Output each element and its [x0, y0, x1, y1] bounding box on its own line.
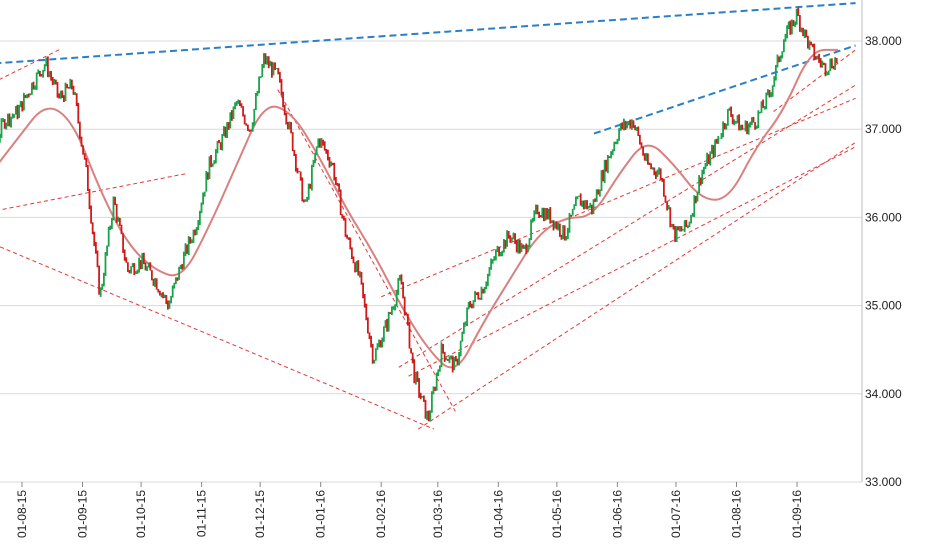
- x-tick-label: 01-03-16: [431, 490, 445, 538]
- trendline-red: [381, 97, 856, 298]
- x-tick-label: 01-01-16: [314, 490, 328, 538]
- trendline-red: [398, 84, 856, 368]
- x-tick-label: 01-10-15: [134, 490, 148, 538]
- trendline-red: [408, 146, 856, 377]
- moving-average: [0, 48, 838, 369]
- trendline-red: [0, 246, 435, 430]
- grid-lines: [0, 0, 863, 483]
- y-axis-ticks: 33.000 34.000 35.000 36.000 37.000 38.000: [865, 34, 902, 489]
- x-tick-label: 01-02-16: [374, 490, 388, 538]
- x-tick-label: 01-09-15: [76, 490, 90, 538]
- y-tick-label: 33.000: [865, 475, 902, 489]
- x-tick-label: 01-07-16: [669, 490, 683, 538]
- y-tick-label: 36.000: [865, 210, 902, 224]
- y-tick-label: 35.000: [865, 299, 902, 313]
- y-tick-label: 38.000: [865, 34, 902, 48]
- trendline-blue: [0, 2, 856, 65]
- price-bars: [0, 7, 838, 422]
- x-tick-label: 01-09-16: [790, 490, 804, 538]
- x-axis-ticks: 01-08-15 01-09-15 01-10-15 01-11-15 01-12-15…: [15, 482, 804, 538]
- trendline-red: [277, 89, 456, 412]
- x-tick-label: 01-11-15: [195, 490, 209, 537]
- x-tick-label: 01-06-16: [610, 490, 624, 538]
- trendline-red: [418, 142, 856, 430]
- trendlines: [0, 2, 856, 430]
- trendline-blue: [593, 44, 856, 135]
- y-tick-label: 34.000: [865, 387, 902, 401]
- moving-average-line: [0, 48, 838, 369]
- x-tick-label: 01-12-15: [253, 490, 267, 538]
- x-tick-label: 01-08-15: [15, 490, 29, 538]
- trendline-red: [0, 172, 189, 211]
- x-tick-label: 01-08-16: [729, 490, 743, 538]
- y-tick-label: 37.000: [865, 122, 902, 136]
- x-tick-label: 01-05-16: [550, 490, 564, 538]
- x-tick-label: 01-04-16: [491, 490, 505, 538]
